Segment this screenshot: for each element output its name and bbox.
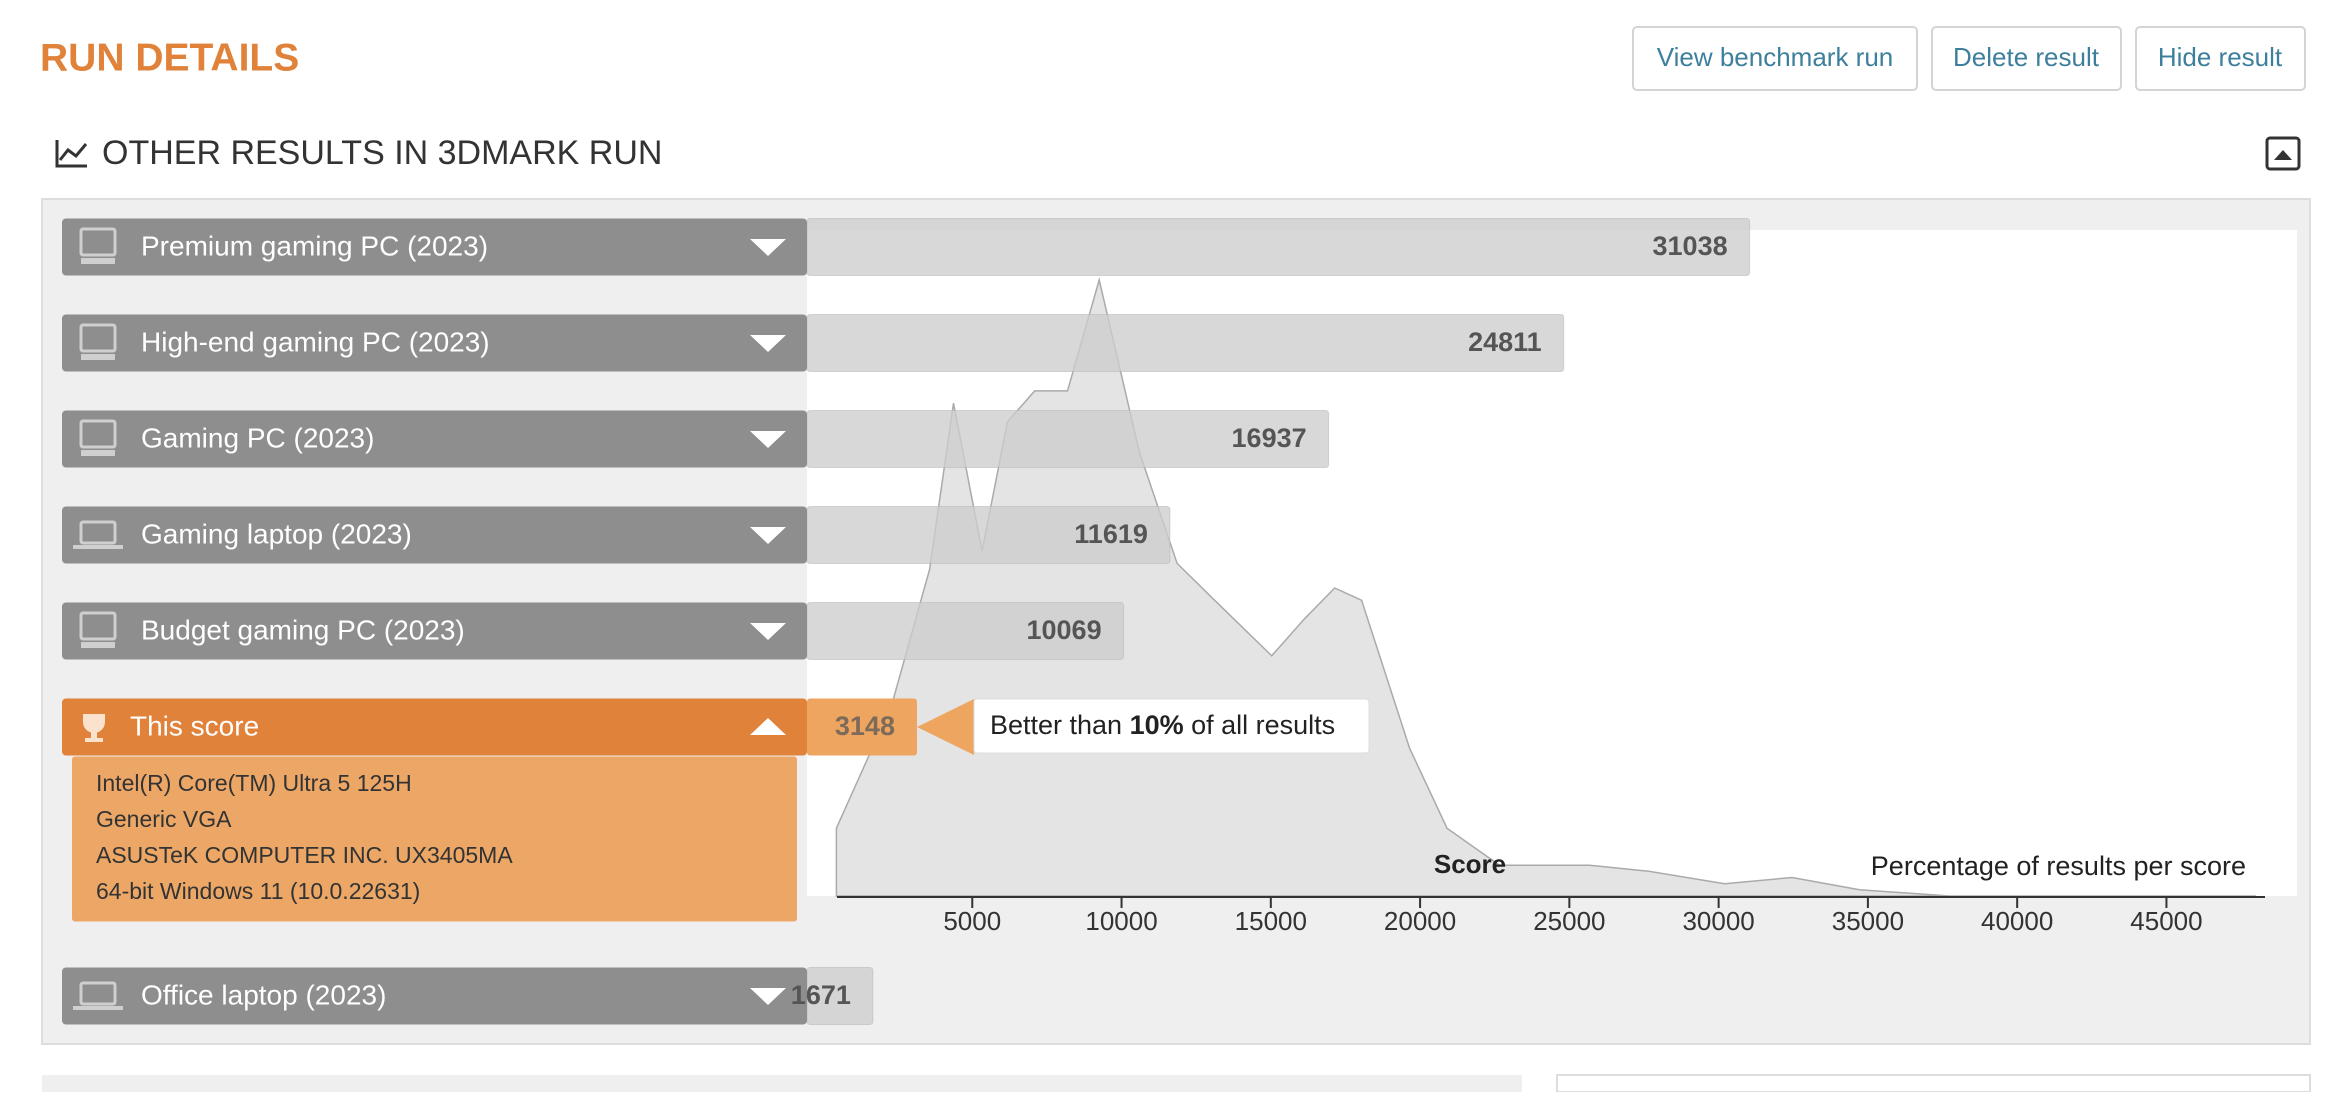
button-label[interactable]: Hide result — [2158, 42, 2283, 72]
details-box — [72, 756, 797, 922]
buttons: View benchmark run Delete result Hide re… — [1632, 26, 2306, 91]
x-tick-label: 35000 — [1832, 906, 1904, 936]
desktop-icon — [79, 611, 117, 641]
score-value: 31038 — [1653, 231, 1728, 261]
score-bar — [806, 218, 1751, 276]
tooltip-arrow — [916, 699, 974, 755]
chart-icon — [55, 140, 87, 168]
row-label-box[interactable] — [62, 602, 807, 660]
collapse-icon[interactable] — [2274, 150, 2292, 160]
row-label: Gaming laptop (2023) — [141, 518, 412, 549]
desktop-icon — [81, 354, 115, 360]
chart-icon — [58, 143, 88, 161]
details-line: Generic VGA — [96, 806, 232, 832]
row-label: Premium gaming PC (2023) — [141, 230, 488, 261]
details-line: Intel(R) Core(TM) Ultra 5 125H — [96, 770, 412, 796]
row-label: High-end gaming PC (2023) — [141, 326, 490, 357]
score-value: 10069 — [1027, 615, 1102, 645]
details-line: 64-bit Windows 11 (10.0.22631) — [96, 878, 420, 904]
score-bar — [807, 698, 917, 756]
desktop-icon — [81, 258, 115, 264]
desktop-icon — [79, 419, 117, 449]
desktop-icon — [79, 323, 117, 353]
laptop-icon — [73, 1006, 123, 1010]
tooltip-text: Better than 10% of all results — [990, 710, 1335, 740]
button[interactable] — [2135, 26, 2306, 91]
x-tick-label: 25000 — [1533, 906, 1605, 936]
laptop-icon — [79, 981, 117, 1006]
row-label-box[interactable] — [62, 967, 807, 1025]
tooltip-text-part: Better than — [990, 710, 1130, 740]
page-title: RUN DETAILS — [40, 36, 299, 79]
row-label-box[interactable] — [62, 698, 807, 756]
row-label: Office laptop (2023) — [141, 979, 386, 1010]
expand-arrow[interactable] — [750, 335, 786, 352]
x-tick-label: 5000 — [943, 906, 1001, 936]
expand-arrow[interactable] — [750, 527, 786, 544]
details-line: ASUSTeK COMPUTER INC. UX3405MA — [96, 842, 513, 868]
desktop-icon — [81, 450, 115, 456]
row-label-box[interactable] — [62, 314, 807, 372]
x-tick-label: 45000 — [2130, 906, 2202, 936]
button-label[interactable]: View benchmark run — [1657, 42, 1894, 72]
button-label[interactable]: Delete result — [1953, 42, 2100, 72]
x-tick-label: 20000 — [1384, 906, 1456, 936]
button[interactable] — [1931, 26, 2122, 91]
laptop-icon — [73, 545, 123, 549]
desktop-icon — [79, 227, 117, 257]
score-value: 11619 — [1074, 519, 1148, 549]
row-label-box[interactable] — [62, 218, 807, 276]
collapse-arrow[interactable] — [750, 718, 786, 735]
x-tick-label: 15000 — [1235, 906, 1307, 936]
score-value: 24811 — [1468, 327, 1542, 357]
score-value: 1671 — [791, 980, 851, 1010]
x-axis-label: Score — [1434, 849, 1506, 879]
laptop-icon — [79, 520, 117, 545]
tooltip-text-part: of all results — [1184, 710, 1336, 740]
row-label-box[interactable] — [62, 506, 807, 564]
tooltip-percent: 10% — [1130, 710, 1184, 740]
expand-arrow[interactable] — [750, 623, 786, 640]
panel — [1556, 1074, 2311, 1093]
panel — [42, 1075, 1522, 1092]
expand-arrow[interactable] — [750, 431, 786, 448]
expand-arrow[interactable] — [750, 988, 786, 1005]
score-bar — [806, 314, 1565, 372]
row-label: This score — [130, 710, 259, 741]
trophy-icon — [83, 714, 105, 742]
section-title: OTHER RESULTS IN 3DMARK RUN — [102, 134, 662, 172]
row-label: Budget gaming PC (2023) — [141, 614, 465, 645]
x-tick-label: 10000 — [1085, 906, 1157, 936]
x-tick-label: 40000 — [1981, 906, 2053, 936]
row-label-box[interactable] — [62, 410, 807, 468]
expand-arrow[interactable] — [750, 239, 786, 256]
score-value: 3148 — [835, 711, 895, 741]
row-label: Gaming PC (2023) — [141, 422, 374, 453]
y-axis-label: Percentage of results per score — [1871, 851, 2246, 881]
tooltip-box — [973, 698, 1370, 754]
button[interactable] — [1632, 26, 1918, 91]
x-tick-label: 30000 — [1682, 906, 1754, 936]
score-value: 16937 — [1232, 423, 1307, 453]
desktop-icon — [81, 642, 115, 648]
